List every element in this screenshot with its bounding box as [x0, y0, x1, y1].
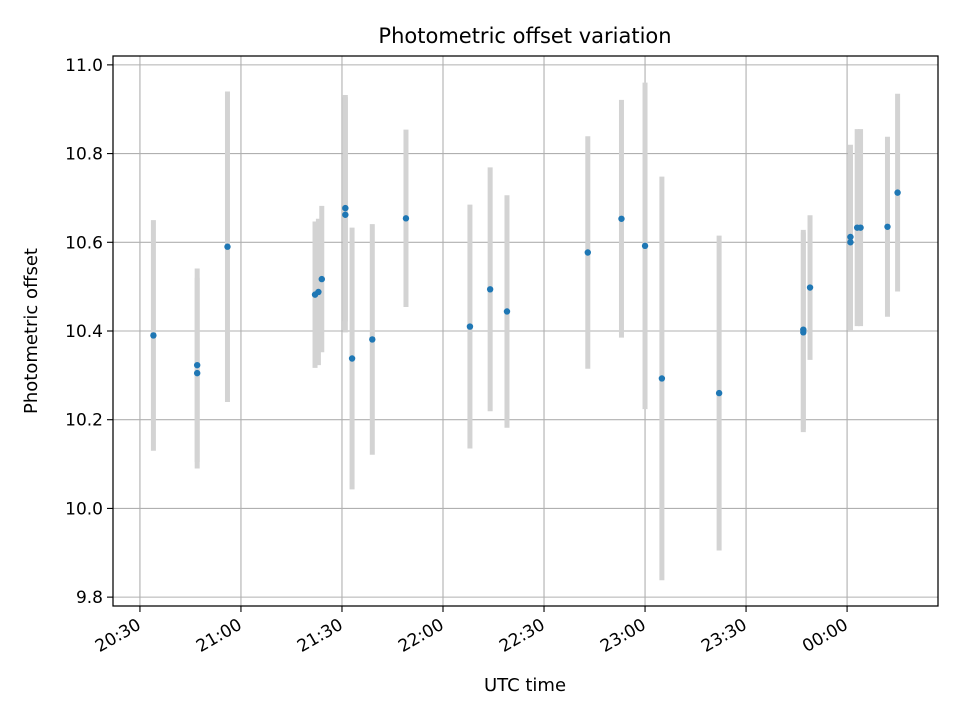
data-point: [641, 242, 649, 250]
data-point: [342, 211, 349, 218]
chart-title: Photometric offset variation: [378, 24, 671, 48]
data-point: [486, 286, 494, 293]
data-point: [658, 375, 666, 382]
data-point: [193, 361, 201, 369]
data-point: [884, 223, 891, 230]
y-tick-label: 10.6: [65, 233, 103, 253]
data-point: [806, 284, 814, 291]
data-point: [348, 355, 356, 362]
data-point: [466, 323, 474, 330]
data-point: [584, 249, 591, 256]
data-points: [150, 189, 901, 397]
data-point: [618, 215, 625, 222]
data-point: [318, 275, 325, 283]
data-point: [800, 326, 807, 333]
y-tick-label: 10.8: [65, 145, 103, 165]
data-point: [503, 308, 511, 315]
data-point: [847, 233, 854, 241]
data-point: [847, 239, 854, 246]
y-tick-label: 9.8: [76, 588, 103, 608]
data-point: [150, 332, 157, 339]
y-tick-label: 10.2: [65, 411, 103, 431]
data-point: [715, 389, 723, 397]
y-axis: 9.8 10.0 10.2 10.4 10.6 10.8 11.0: [65, 56, 113, 608]
y-axis-label: Photometric offset: [21, 248, 42, 414]
data-point: [315, 288, 322, 296]
data-point: [369, 336, 376, 343]
data-point: [193, 369, 201, 377]
x-axis-label: UTC time: [484, 675, 566, 696]
data-point: [894, 189, 901, 196]
data-point: [224, 243, 231, 250]
y-tick-label: 11.0: [65, 56, 103, 76]
y-tick-label: 10.4: [65, 322, 103, 342]
data-point: [857, 224, 864, 231]
y-tick-label: 10.0: [65, 499, 103, 519]
data-point: [342, 204, 349, 212]
data-point: [402, 215, 410, 222]
